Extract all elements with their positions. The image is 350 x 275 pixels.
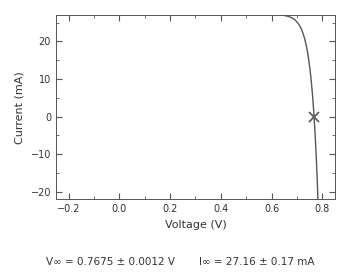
X-axis label: Voltage (V): Voltage (V)	[164, 220, 226, 230]
Text: I∞ = 27.16 ± 0.17 mA: I∞ = 27.16 ± 0.17 mA	[199, 257, 315, 267]
Text: V∞ = 0.7675 ± 0.0012 V: V∞ = 0.7675 ± 0.0012 V	[46, 257, 175, 267]
Y-axis label: Current (mA): Current (mA)	[15, 71, 25, 144]
